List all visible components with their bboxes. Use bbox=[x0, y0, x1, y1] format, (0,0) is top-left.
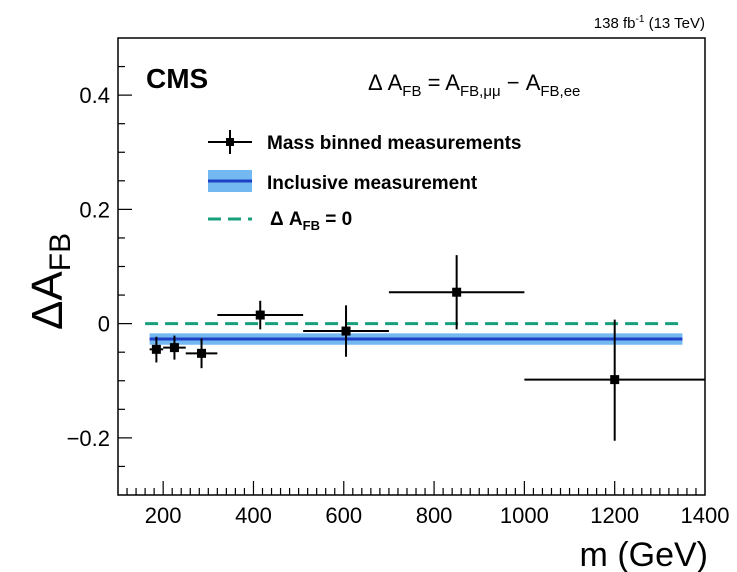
x-tick-label: 1000 bbox=[500, 503, 549, 528]
x-tick-label: 600 bbox=[325, 503, 362, 528]
y-tick-label: 0.4 bbox=[79, 83, 110, 108]
legend-entry-zero-line: Δ AFB = 0 bbox=[208, 209, 352, 233]
data-point-5 bbox=[303, 305, 389, 357]
formula-label: Δ AFB = AFB,μμ − AFB,ee bbox=[368, 70, 580, 100]
data-point-7 bbox=[524, 319, 705, 441]
lumi-label: 138 fb-1 (13 TeV) bbox=[594, 14, 705, 32]
x-tick-label: 1200 bbox=[590, 503, 639, 528]
legend-label-mass-binned: Mass binned measurements bbox=[267, 133, 521, 154]
marker bbox=[610, 375, 620, 385]
x-tick-label: 200 bbox=[145, 503, 182, 528]
x-axis-title: m (GeV) bbox=[580, 536, 708, 572]
data-point-4 bbox=[217, 300, 304, 330]
marker bbox=[452, 287, 462, 297]
data-points-layer bbox=[149, 255, 705, 441]
svg-text:ΔAFB: ΔAFB bbox=[23, 233, 77, 330]
y-tick-label: 0.2 bbox=[79, 197, 110, 222]
axis-ticks-layer: 200 400 600 800 1000 1200 1400 −0.2 0 0.2 0.4 bbox=[67, 65, 730, 528]
experiment-label: CMS bbox=[146, 63, 208, 94]
y-tick-label: −0.2 bbox=[67, 426, 110, 451]
y-tick-label: 0 bbox=[98, 312, 110, 337]
marker bbox=[255, 310, 265, 320]
marker bbox=[151, 344, 161, 354]
data-point-2 bbox=[163, 335, 186, 360]
data-point-6 bbox=[388, 255, 525, 330]
x-tick-label: 1400 bbox=[681, 503, 730, 528]
marker bbox=[169, 343, 179, 353]
data-point-3 bbox=[185, 338, 218, 369]
data-point-1 bbox=[149, 336, 164, 363]
plot-frame bbox=[117, 37, 706, 496]
marker bbox=[197, 348, 207, 358]
x-tick-label: 400 bbox=[235, 503, 272, 528]
legend: Mass binned measurements Inclusive measu… bbox=[208, 130, 521, 233]
legend-label-inclusive: Inclusive measurement bbox=[267, 173, 478, 194]
x-tick-label: 800 bbox=[416, 503, 453, 528]
inclusive-band-layer bbox=[149, 333, 683, 345]
legend-entry-inclusive: Inclusive measurement bbox=[208, 170, 478, 194]
legend-entry-mass-binned: Mass binned measurements bbox=[208, 130, 521, 154]
legend-label-zero-line: Δ AFB = 0 bbox=[270, 209, 352, 233]
y-axis-title: ΔAFB bbox=[23, 233, 77, 330]
marker bbox=[341, 326, 351, 336]
